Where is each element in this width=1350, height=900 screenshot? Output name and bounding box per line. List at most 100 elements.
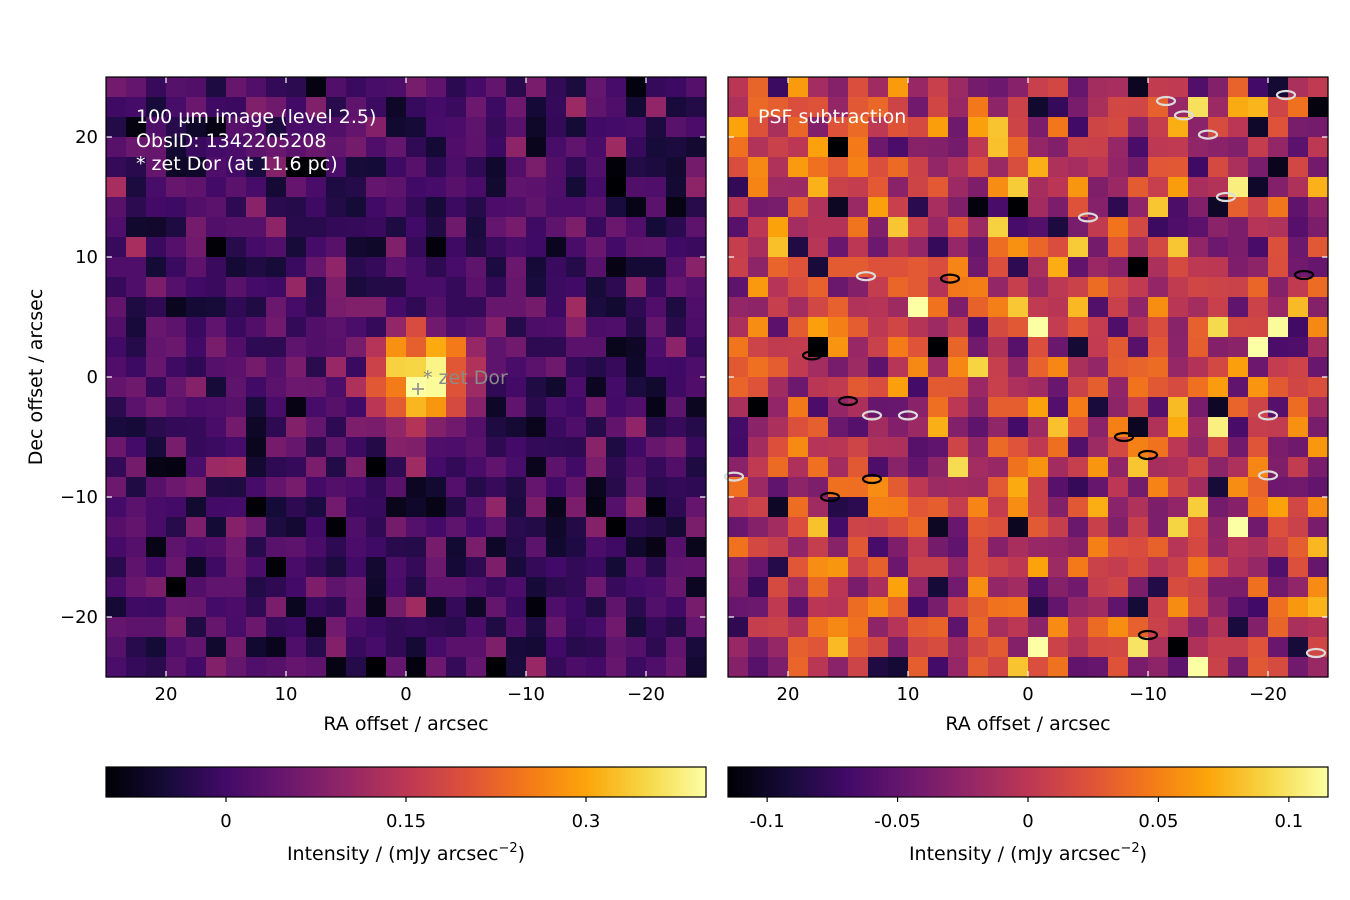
image-pixel [486, 197, 507, 218]
image-pixel [1208, 517, 1229, 538]
image-pixel [748, 597, 769, 618]
image-pixel [888, 197, 909, 218]
image-pixel [426, 257, 447, 278]
image-pixel [1228, 537, 1249, 558]
image-pixel [146, 637, 167, 658]
image-pixel [126, 577, 147, 598]
image-pixel [206, 217, 227, 238]
image-pixel [286, 457, 307, 478]
image-pixel [1308, 377, 1329, 398]
image-pixel [928, 577, 949, 598]
image-pixel [566, 137, 587, 158]
image-pixel [326, 657, 347, 678]
image-pixel [266, 397, 287, 418]
image-pixel [106, 357, 127, 378]
image-pixel [606, 337, 627, 358]
image-pixel [346, 497, 367, 518]
image-pixel [1248, 437, 1269, 458]
image-pixel [1308, 457, 1329, 478]
image-pixel [186, 77, 207, 98]
image-pixel [406, 517, 427, 538]
image-pixel [768, 497, 789, 518]
image-pixel [366, 597, 387, 618]
image-pixel [326, 597, 347, 618]
image-pixel [586, 157, 607, 178]
image-pixel [808, 97, 829, 118]
image-pixel [1048, 297, 1069, 318]
image-pixel [166, 477, 187, 498]
image-pixel [1268, 137, 1289, 158]
colorbar-tick-label: 0.3 [572, 811, 601, 832]
image-pixel [566, 617, 587, 638]
image-pixel [828, 537, 849, 558]
image-pixel [406, 377, 427, 398]
image-pixel [1288, 357, 1309, 378]
image-pixel [1268, 357, 1289, 378]
image-pixel [626, 137, 647, 158]
positive-contour [819, 491, 841, 503]
image-pixel [1108, 637, 1129, 658]
image-pixel [748, 637, 769, 658]
image-pixel [406, 417, 427, 438]
image-pixel [1028, 657, 1049, 678]
image-pixel [728, 297, 749, 318]
image-pixel [546, 297, 567, 318]
image-pixel [1268, 637, 1289, 658]
image-pixel [1108, 557, 1129, 578]
image-pixel [868, 397, 889, 418]
image-pixel [146, 337, 167, 358]
image-pixel [306, 197, 327, 218]
image-pixel [306, 157, 327, 178]
image-pixel [1148, 317, 1169, 338]
image-pixel [406, 557, 427, 578]
image-pixel [1148, 357, 1169, 378]
image-pixel [848, 537, 869, 558]
image-pixel [566, 357, 587, 378]
y-tick-label: −10 [60, 487, 98, 508]
image-pixel [988, 137, 1009, 158]
image-pixel [626, 557, 647, 578]
image-pixel [546, 137, 567, 158]
image-pixel [788, 157, 809, 178]
image-pixel [306, 597, 327, 618]
image-pixel [486, 277, 507, 298]
image-pixel [246, 417, 267, 438]
image-pixel [968, 317, 989, 338]
image-pixel [186, 317, 207, 338]
image-pixel [908, 377, 929, 398]
image-pixel [1048, 617, 1069, 638]
image-pixel [166, 317, 187, 338]
image-pixel [226, 137, 247, 158]
image-pixel [446, 97, 467, 118]
image-pixel [828, 517, 849, 538]
image-pixel [888, 177, 909, 198]
image-pixel [126, 477, 147, 498]
image-pixel [928, 657, 949, 678]
image-pixel [626, 237, 647, 258]
image-pixel [1268, 417, 1289, 438]
image-pixel [868, 577, 889, 598]
image-pixel [386, 497, 407, 518]
image-pixel [186, 377, 207, 398]
image-pixel [646, 437, 667, 458]
image-pixel [206, 197, 227, 218]
image-pixel [768, 257, 789, 278]
image-pixel [526, 497, 547, 518]
image-pixel [1308, 157, 1329, 178]
image-pixel [1288, 297, 1309, 318]
image-pixel [566, 317, 587, 338]
image-pixel [226, 597, 247, 618]
image-pixel [246, 657, 267, 678]
right-colorbar-label-main: Intensity / (mJy arcsec [909, 843, 1121, 865]
image-pixel [1288, 157, 1309, 178]
image-pixel [106, 617, 127, 638]
image-pixel [888, 157, 909, 178]
image-pixel [788, 217, 809, 238]
image-pixel [808, 197, 829, 218]
image-pixel [888, 117, 909, 138]
image-pixel [566, 97, 587, 118]
image-pixel [1308, 277, 1329, 298]
image-pixel [1088, 317, 1109, 338]
image-pixel [1268, 317, 1289, 338]
image-pixel [988, 477, 1009, 498]
